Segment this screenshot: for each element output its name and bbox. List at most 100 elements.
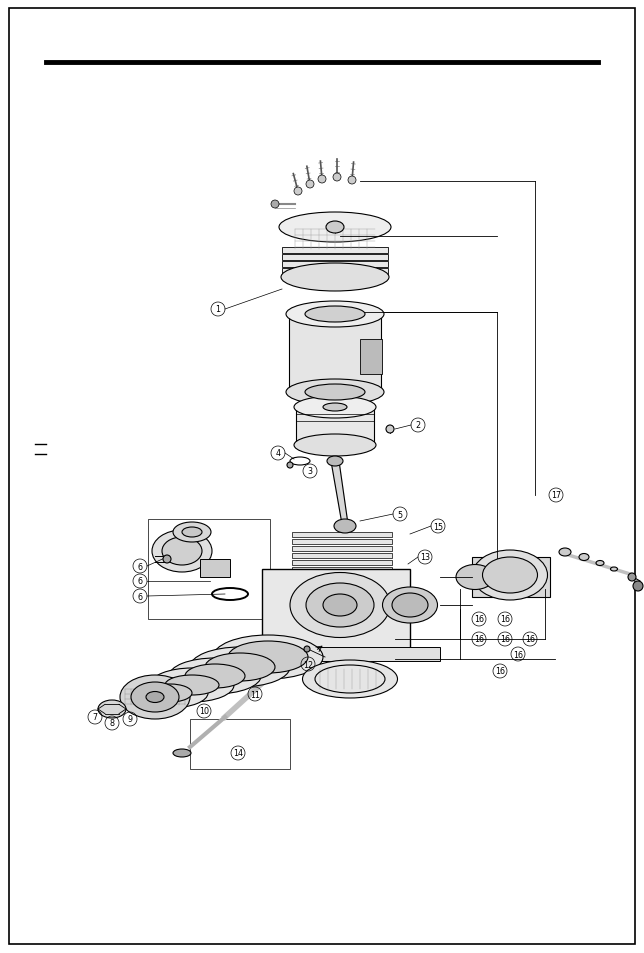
Circle shape: [333, 173, 341, 182]
Text: 16: 16: [525, 635, 535, 644]
Ellipse shape: [611, 567, 618, 572]
Circle shape: [318, 175, 326, 184]
Circle shape: [306, 181, 314, 189]
Ellipse shape: [165, 676, 219, 696]
Ellipse shape: [205, 654, 275, 681]
Text: 13: 13: [420, 553, 430, 562]
Bar: [200, 559, 230, 578]
Ellipse shape: [146, 692, 164, 702]
Ellipse shape: [173, 749, 191, 758]
Ellipse shape: [148, 684, 192, 702]
Bar: [282, 269, 388, 274]
Bar: [289, 314, 381, 393]
Circle shape: [163, 556, 171, 563]
Ellipse shape: [169, 659, 261, 695]
Bar: [360, 339, 382, 375]
Text: 16: 16: [500, 635, 510, 644]
Ellipse shape: [294, 396, 376, 418]
Ellipse shape: [334, 519, 356, 534]
Bar: [292, 539, 392, 544]
Ellipse shape: [131, 682, 179, 712]
Ellipse shape: [150, 668, 234, 702]
Text: 6: 6: [138, 577, 142, 586]
Text: 14: 14: [233, 749, 243, 758]
Text: 6: 6: [138, 562, 142, 571]
Text: 7: 7: [93, 713, 97, 721]
Ellipse shape: [559, 548, 571, 557]
Ellipse shape: [323, 403, 347, 412]
Bar: [190, 720, 290, 769]
Ellipse shape: [286, 302, 384, 328]
Ellipse shape: [305, 307, 365, 323]
Bar: [282, 254, 388, 261]
Text: 6: 6: [138, 592, 142, 601]
Ellipse shape: [473, 551, 547, 600]
Text: 15: 15: [433, 522, 443, 531]
Ellipse shape: [290, 573, 390, 638]
Ellipse shape: [228, 641, 308, 673]
Ellipse shape: [132, 679, 208, 708]
Ellipse shape: [392, 594, 428, 618]
Text: 17: 17: [551, 491, 561, 500]
Circle shape: [287, 462, 293, 469]
Ellipse shape: [162, 537, 202, 565]
Bar: [282, 248, 388, 253]
Bar: [292, 567, 392, 573]
Bar: [292, 546, 392, 552]
Ellipse shape: [326, 222, 344, 233]
Ellipse shape: [294, 435, 376, 456]
Text: 16: 16: [495, 667, 505, 676]
Ellipse shape: [185, 664, 245, 688]
Bar: [148, 519, 270, 619]
Ellipse shape: [173, 522, 211, 542]
Bar: [292, 560, 392, 565]
Text: 16: 16: [474, 635, 484, 644]
Ellipse shape: [98, 700, 126, 719]
Text: 2: 2: [415, 421, 421, 430]
Circle shape: [386, 426, 394, 434]
Ellipse shape: [303, 660, 397, 699]
Text: 1: 1: [216, 305, 220, 314]
Ellipse shape: [456, 565, 494, 590]
Circle shape: [348, 177, 356, 185]
Ellipse shape: [213, 636, 323, 679]
Ellipse shape: [323, 595, 357, 617]
Text: 11: 11: [250, 690, 260, 699]
Bar: [248, 647, 440, 661]
Bar: [472, 558, 550, 598]
Ellipse shape: [327, 456, 343, 467]
Text: 16: 16: [474, 615, 484, 624]
Ellipse shape: [305, 385, 365, 400]
Ellipse shape: [482, 558, 538, 594]
Text: 9: 9: [128, 715, 133, 723]
Ellipse shape: [152, 531, 212, 573]
Ellipse shape: [279, 213, 391, 243]
Ellipse shape: [120, 676, 190, 720]
Text: 4: 4: [276, 449, 281, 458]
Text: 12: 12: [303, 659, 313, 669]
Polygon shape: [331, 461, 348, 524]
Bar: [296, 408, 374, 446]
Circle shape: [271, 201, 279, 209]
Ellipse shape: [190, 647, 290, 687]
Text: 10: 10: [199, 707, 209, 716]
Ellipse shape: [281, 264, 389, 292]
Circle shape: [628, 574, 636, 581]
Bar: [292, 554, 392, 558]
Ellipse shape: [579, 554, 589, 561]
Bar: [262, 569, 410, 658]
Text: 16: 16: [500, 615, 510, 624]
Text: 8: 8: [109, 719, 115, 728]
Bar: [292, 533, 392, 537]
Text: 3: 3: [307, 467, 312, 476]
Ellipse shape: [383, 587, 437, 623]
Circle shape: [633, 581, 643, 592]
Ellipse shape: [596, 561, 604, 566]
Circle shape: [304, 646, 310, 652]
Ellipse shape: [306, 583, 374, 627]
Ellipse shape: [286, 379, 384, 406]
Ellipse shape: [182, 527, 202, 537]
Bar: [282, 262, 388, 268]
Circle shape: [294, 188, 302, 195]
Text: 5: 5: [397, 510, 402, 519]
